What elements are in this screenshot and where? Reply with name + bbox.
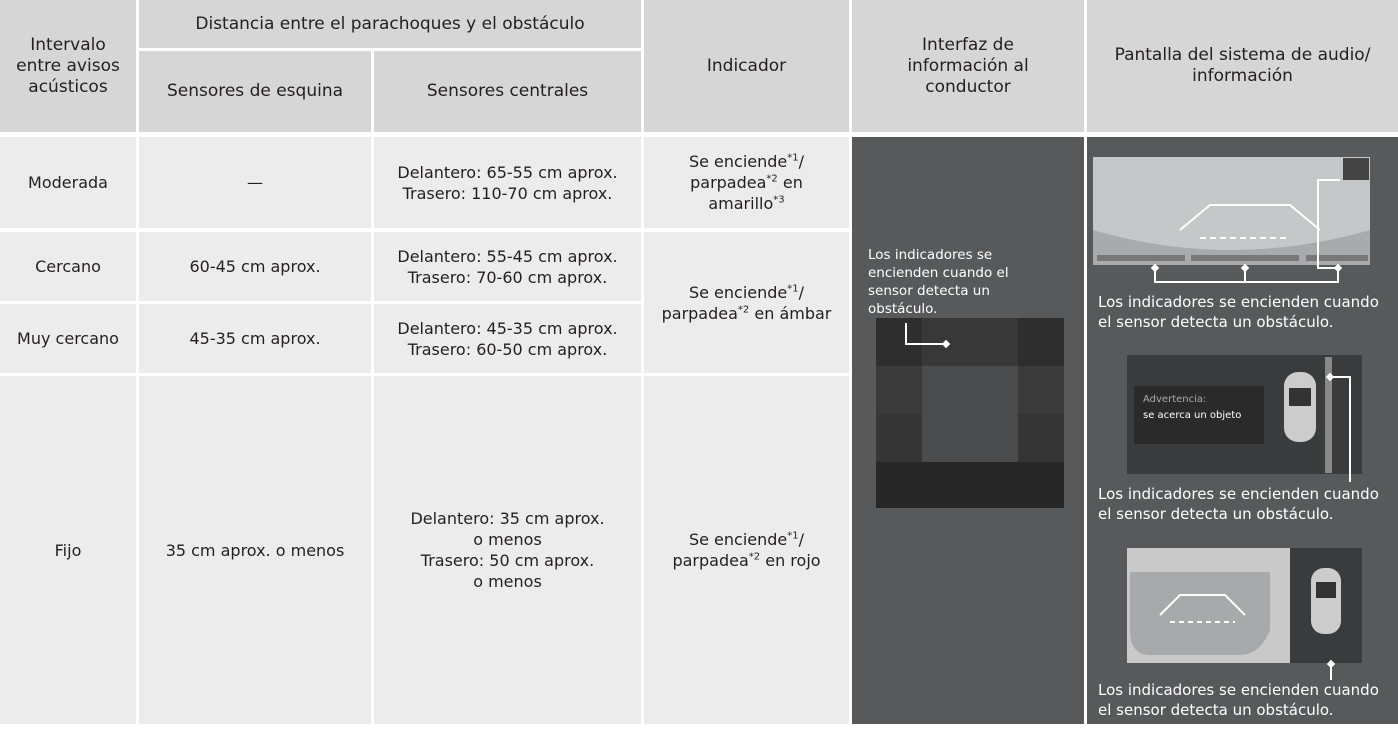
screen-1 — [1093, 157, 1370, 283]
indicator-text: Se enciende*1/ parpadea*2 en rojo — [662, 529, 832, 571]
line: Trasero: 110-70 cm aprox. — [402, 183, 613, 203]
footnote-ref: *2 — [748, 551, 761, 563]
header-cell: Indicador — [644, 0, 849, 132]
indicator: Se enciende*1/ parpadea*2 en ámbar — [644, 232, 849, 373]
line: Delantero: 55-45 cm aprox. — [397, 246, 618, 266]
corner-distance: 35 cm aprox. o menos — [139, 376, 371, 724]
line: o menos — [473, 572, 542, 591]
header-cell: Distancia entre el parachoques y el obst… — [139, 0, 641, 48]
text: Se enciende — [688, 282, 788, 302]
footnote-ref: *1 — [787, 152, 799, 164]
warning-title: Advertencia: — [1143, 394, 1206, 405]
warning-text: se acerca un objeto — [1143, 410, 1241, 421]
center-distance: Delantero: 45-35 cm aprox. Trasero: 60-50… — [374, 304, 641, 373]
text: Se enciende — [688, 152, 788, 171]
header-cell: Sensores centrales — [374, 51, 641, 132]
header-cell: Sensores de esquina — [139, 51, 371, 132]
line: Delantero: 65-55 cm aprox. — [397, 162, 618, 182]
screen-2 — [1127, 355, 1362, 482]
footnote-ref: *1 — [787, 283, 799, 295]
center-distance: Delantero: 35 cm aprox. o menos Trasero: 5… — [374, 376, 641, 724]
caption: Los indicadores se encienden cuando el s… — [868, 247, 1009, 317]
indicator: Se enciende*1/ parpadea*2 en rojo — [644, 376, 849, 724]
text: en rojo — [760, 551, 821, 570]
line: o menos — [473, 530, 542, 549]
text: / parpadea — [690, 152, 805, 192]
text: en amarillo — [708, 173, 803, 213]
line: Delantero: 45-35 cm aprox. — [397, 318, 618, 338]
line: Delantero: 35 cm aprox. — [410, 509, 605, 528]
caption: Los indicadores se encienden cuando el s… — [1098, 293, 1379, 331]
corner-distance: — — [139, 137, 371, 228]
indicator-text: Se enciende*1/ parpadea*2 en amarillo*3 — [662, 151, 832, 214]
interval: Cercano — [0, 232, 136, 301]
footnote-ref: *3 — [773, 194, 785, 206]
footnote-ref: *2 — [737, 304, 750, 316]
line: Trasero: 60-50 cm aprox. — [407, 339, 608, 359]
interval: Fijo — [0, 376, 136, 724]
corner-distance: 60-45 cm aprox. — [139, 232, 371, 301]
caption: Los indicadores se encienden cuando el s… — [1098, 485, 1379, 523]
center-distance: Delantero: 55-45 cm aprox. Trasero: 70-60… — [374, 232, 641, 301]
line: Trasero: 50 cm aprox. — [420, 551, 595, 570]
screen-3 — [1127, 548, 1362, 680]
text: en ámbar — [749, 303, 832, 323]
corner-distance: 45-35 cm aprox. — [139, 304, 371, 373]
footnote-ref: *1 — [787, 530, 799, 542]
header-cell: Interfaz de información al conductor — [852, 0, 1084, 132]
header-cell: Intervalo entre avisos acústicos — [0, 0, 136, 132]
center-distance: Delantero: 65-55 cm aprox. Trasero: 110-7… — [374, 137, 641, 228]
interval: Muy cercano — [0, 304, 136, 373]
text: Se enciende — [688, 530, 788, 549]
caption: Los indicadores se encienden cuando el s… — [1098, 681, 1379, 719]
text: / parpadea — [661, 282, 805, 323]
indicator: Se enciende*1/ parpadea*2 en amarillo*3 — [644, 137, 849, 228]
indicator-text: Se enciende*1/ parpadea*2 en ámbar — [662, 282, 832, 324]
footnote-ref: *2 — [766, 173, 778, 185]
header-cell: Pantalla del sistema de audio/ informaci… — [1087, 0, 1398, 132]
interval: Moderada — [0, 137, 136, 228]
text: / parpadea — [672, 530, 805, 570]
sensor-grid — [876, 318, 1064, 508]
line: Trasero: 70-60 cm aprox. — [407, 267, 608, 287]
